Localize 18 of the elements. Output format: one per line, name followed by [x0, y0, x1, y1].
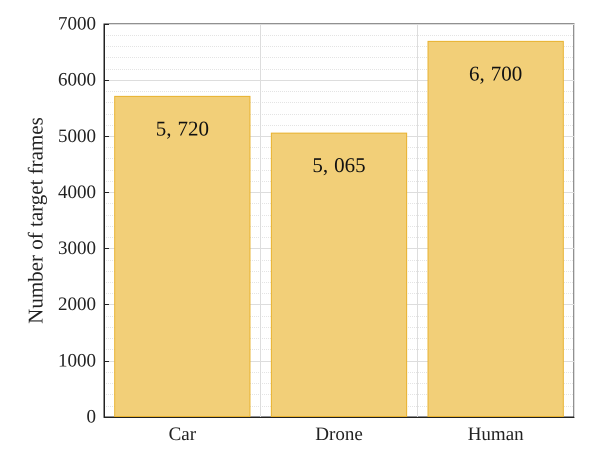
y-tick-label: 6000 — [58, 70, 96, 91]
x-tick-label: Car — [168, 424, 197, 445]
y-tick-label: 0 — [86, 406, 96, 428]
y-axis-title: Number of target frames — [24, 117, 48, 324]
data-label: 5,065 — [312, 153, 366, 178]
bar — [270, 132, 408, 417]
y-tick-label: 1000 — [58, 350, 96, 372]
x-tick-label: Drone — [315, 424, 363, 445]
y-tick-label: 3000 — [58, 238, 96, 260]
y-tick-label: 7000 — [58, 14, 96, 34]
data-label: 5,720 — [156, 116, 209, 140]
y-tick-label: 5000 — [58, 126, 96, 147]
bar — [114, 96, 250, 417]
y-tick-label: 4000 — [58, 182, 96, 203]
y-tick-label: 2000 — [58, 294, 96, 316]
bar — [428, 40, 564, 417]
data-label: 6,700 — [469, 61, 522, 86]
x-tick-label: Human — [468, 424, 524, 445]
